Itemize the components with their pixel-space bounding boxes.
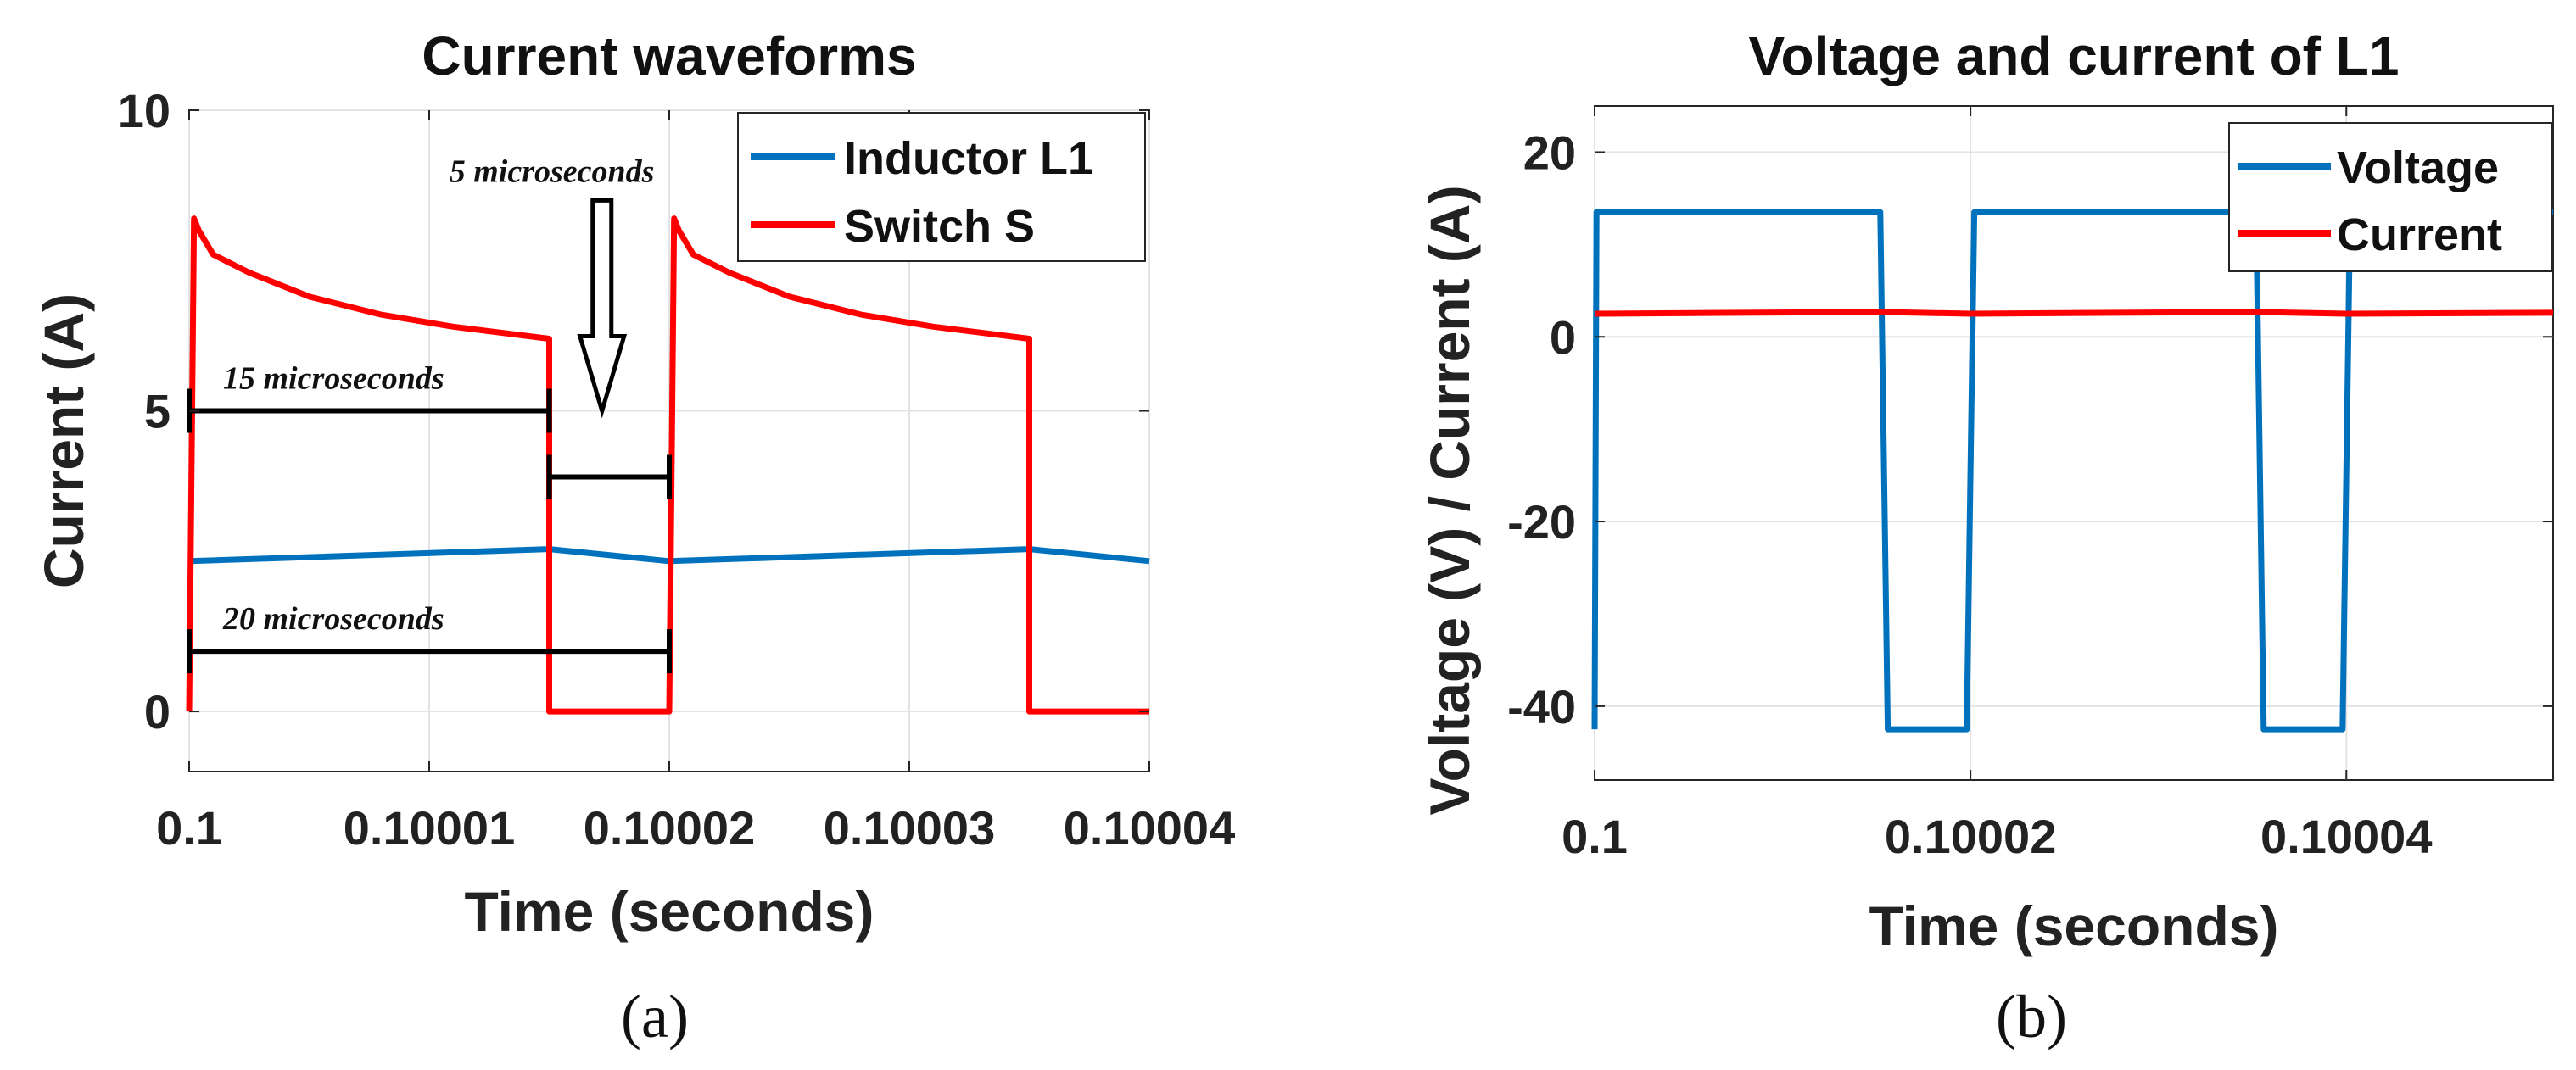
b-x-tick-label: 0.10002 [1885,810,2056,863]
legend-box-a [737,112,1146,262]
b-x-tick-label: 0.10004 [2260,810,2432,863]
a-series-switch-s-line [186,215,1149,715]
y-axis-label-a: Current (A) [32,293,95,588]
b-y-tick-label: 0 [1550,310,1576,364]
annotations-a: 15 microseconds 20 microseconds 5 microsec… [187,153,672,674]
panel-a: 15 microseconds 20 microseconds 5 microsec… [32,25,1235,1050]
annotation-3-label: 5 microseconds [450,153,655,189]
chart-title-b: Voltage and current of L1 [1749,25,2400,86]
b-y-tick-label: 20 [1523,125,1576,179]
legend-box-b [2228,122,2552,272]
legend-entry-voltage: Voltage [2337,142,2499,193]
a-x-tick-label: 0.1 [156,801,222,855]
series-a [186,215,1150,715]
a-y-tick-label: 0 [144,685,170,738]
b-y-tick-label: -20 [1507,495,1576,549]
series-b [1591,209,2554,733]
panel-label-a: (a) [621,983,689,1050]
y-axis-label-b: Voltage (V) / Current (A) [1418,185,1481,815]
legend-b: Voltage Current [2228,122,2552,272]
a-y-tick-label: 10 [118,84,170,137]
legend-entry-inductor: Inductor L1 [844,133,1093,184]
annotation-1-label: 15 microseconds [223,361,444,397]
x-axis-label-b: Time (seconds) [1869,894,2279,957]
panel-label-b: (b) [1996,983,2067,1050]
a-y-tick-label: 5 [144,385,170,438]
annotation-3-arrow [577,198,628,419]
b-series-current-line [1594,309,2554,317]
ticks-b: 0.1 0.10002 0.10004 -40 -20 0 20 [1507,106,2553,863]
b-series-voltage-line [1591,209,2553,733]
b-x-tick-label: 0.1 [1562,810,1628,863]
ticks-a: 0.1 0.10001 0.10002 0.10003 0.10004 0 5 10 [118,84,1236,855]
chart-title-a: Current waveforms [422,25,916,86]
a-x-tick-label: 0.10004 [1064,801,1235,855]
x-axis-label-a: Time (seconds) [465,880,874,943]
legend-entry-current: Current [2337,209,2502,260]
a-x-tick-label: 0.10001 [344,801,515,855]
panel-b: 0.1 0.10002 0.10004 -40 -20 0 20 Voltage and c… [1418,25,2554,1050]
legend-entry-switch: Switch S [844,201,1035,252]
annotation-2-label: 20 microseconds [222,601,444,637]
a-x-tick-label: 0.10003 [824,801,995,855]
a-x-tick-label: 0.10002 [584,801,755,855]
b-y-tick-label: -40 [1507,680,1576,733]
legend-a: Inductor L1 Switch S [737,112,1146,262]
